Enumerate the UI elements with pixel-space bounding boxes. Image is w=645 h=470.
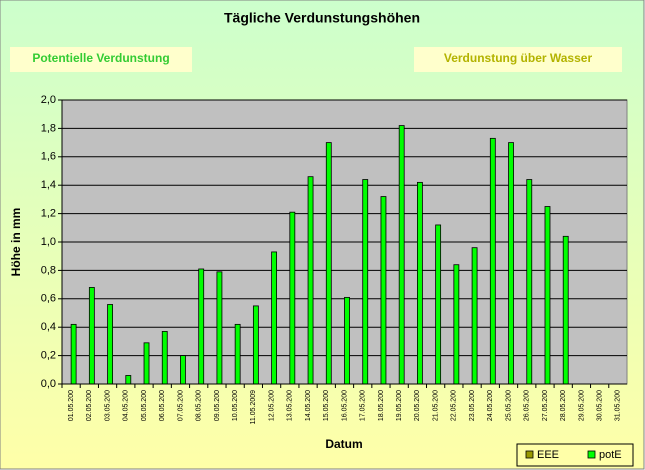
bar xyxy=(544,206,551,385)
y-tick-label: 1,6 xyxy=(41,151,56,163)
annotation: Verdunstung über Wasser xyxy=(444,51,593,65)
bar xyxy=(325,142,332,385)
x-tick-label: 22.05.200 xyxy=(451,390,458,421)
bar xyxy=(198,268,205,385)
bar xyxy=(417,181,423,385)
bar xyxy=(562,235,569,385)
legend-label: EEE xyxy=(537,449,559,461)
bar xyxy=(435,224,442,385)
x-tick-label: 08.05.200 xyxy=(196,390,203,421)
bar xyxy=(234,323,241,385)
x-tick-label: 20.05.200 xyxy=(414,390,421,421)
bar xyxy=(526,179,533,385)
x-tick-label: 23.05.200 xyxy=(469,390,476,421)
x-tick-label: 03.05.200 xyxy=(104,390,111,421)
x-tick-label: 10.05.200 xyxy=(232,390,239,421)
bar xyxy=(88,287,95,385)
bar xyxy=(307,176,314,385)
x-tick-label: 05.05.200 xyxy=(141,390,148,421)
x-tick-label: 21.05.200 xyxy=(432,390,439,421)
x-tick-label: 07.05.200 xyxy=(177,390,184,421)
y-tick-label: 0,4 xyxy=(41,321,56,333)
y-tick-label: 1,2 xyxy=(41,208,56,220)
x-tick-label: 30.05.200 xyxy=(597,390,604,421)
bar xyxy=(380,196,387,385)
y-tick-label: 2,0 xyxy=(41,94,56,106)
y-tick-label: 0,8 xyxy=(41,264,56,276)
annotation: Potentielle Verdunstung xyxy=(32,51,169,65)
y-tick-label: 1,0 xyxy=(41,236,56,248)
legend-label: potE xyxy=(599,449,622,461)
x-tick-label: 06.05.200 xyxy=(159,390,166,421)
y-tick-label: 0,2 xyxy=(41,350,56,362)
bar xyxy=(362,179,369,385)
x-tick-label: 13.05.200 xyxy=(287,390,294,421)
x-tick-label: 19.05.200 xyxy=(396,390,403,421)
bar xyxy=(289,211,296,385)
y-tick-label: 1,4 xyxy=(41,179,56,191)
y-tick-label: 1,8 xyxy=(41,122,56,134)
x-tick-label: 01.05.200 xyxy=(68,390,75,421)
annotation-box xyxy=(414,47,622,72)
x-tick-label: 24.05.200 xyxy=(487,390,494,421)
x-tick-label: 28.05.200 xyxy=(560,390,567,421)
x-tick-label: 27.05.200 xyxy=(542,390,549,421)
bar xyxy=(125,375,132,385)
bar xyxy=(398,125,405,385)
bar xyxy=(107,304,113,385)
x-axis-label: Datum xyxy=(325,437,362,451)
y-tick-label: 0,6 xyxy=(41,293,56,305)
x-tick-label: 16.05.200 xyxy=(341,390,348,421)
x-tick-label: 18.05.200 xyxy=(378,390,385,421)
x-tick-label: 26.05.200 xyxy=(524,390,531,421)
bar xyxy=(180,355,186,385)
bar xyxy=(508,142,514,385)
x-tick-label: 04.05.200 xyxy=(123,390,130,421)
y-axis-label: Höhe in mm xyxy=(9,208,23,277)
x-tick-label: 29.05.200 xyxy=(578,390,585,421)
bar xyxy=(252,305,259,385)
legend-swatch xyxy=(525,450,534,459)
x-tick-label: 17.05.200 xyxy=(360,390,367,421)
bar xyxy=(216,271,223,385)
x-tick-label: 12.05.200 xyxy=(268,390,275,421)
bar xyxy=(271,251,278,385)
bar xyxy=(70,323,77,385)
bar xyxy=(453,264,460,385)
x-tick-label: 11.05.2009 xyxy=(250,390,257,425)
chart-title: Tägliche Verdunstungshöhen xyxy=(224,10,420,26)
bar xyxy=(344,296,350,385)
x-tick-label: 31.05.200 xyxy=(615,390,622,421)
legend xyxy=(516,443,634,467)
bar xyxy=(489,137,496,385)
bar xyxy=(161,331,168,385)
annotation-box xyxy=(10,47,192,72)
bar xyxy=(471,247,478,385)
y-tick-label: 0,0 xyxy=(41,378,56,390)
x-tick-label: 14.05.200 xyxy=(305,390,312,421)
bar xyxy=(143,342,150,385)
x-tick-label: 25.05.200 xyxy=(505,390,512,421)
x-tick-label: 15.05.200 xyxy=(323,390,330,421)
x-tick-label: 09.05.200 xyxy=(214,390,221,421)
legend-swatch xyxy=(587,450,596,459)
x-tick-label: 02.05.200 xyxy=(86,390,93,421)
